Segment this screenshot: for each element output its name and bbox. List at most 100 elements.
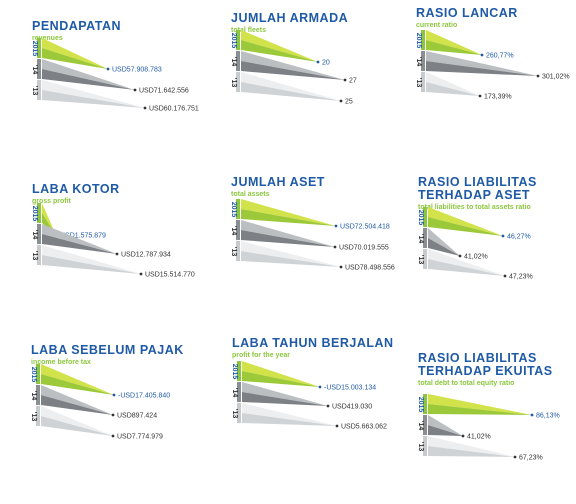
year-bar (423, 436, 427, 456)
value-label: USD57.908.783 (112, 67, 162, 74)
value-triangle-upper (41, 406, 113, 436)
value-label: USD12.787.934 (121, 252, 171, 259)
chart-title: JUMLAH ARMADA (231, 11, 349, 25)
value-triangle-lower (42, 69, 135, 90)
value-triangle-lower (41, 374, 114, 395)
value-marker (334, 224, 338, 228)
year-label: '13 (230, 78, 237, 88)
chart-plot: USD57.908.783 2015 USD71.642.556 '14 USD60.1… (31, 38, 199, 113)
value-triangle-upper (428, 394, 532, 415)
year-label: '13 (417, 442, 424, 452)
year-label: '14 (415, 57, 422, 67)
value-label: USD72.504.418 (340, 224, 390, 231)
year-label: '14 (230, 57, 237, 67)
value-label: 20 (322, 60, 330, 67)
chart-plot: 260,77% 2015 301,02% '14 173,39% '13 (415, 30, 570, 101)
value-triangle-upper (426, 30, 482, 55)
year-label: '14 (230, 226, 237, 236)
value-label: USD15.514.770 (145, 272, 195, 279)
value-label: USD7.774.979 (117, 434, 163, 441)
chart-title: RASIO LIABILITAS TERHADAP EKUITAS (418, 351, 553, 378)
year-label: 2015 (230, 202, 237, 218)
year-bar (236, 199, 240, 219)
year-bar (37, 80, 41, 100)
value-triangle-lower (42, 255, 141, 274)
value-label: USD78.498.556 (345, 265, 395, 272)
chart-subtitle: income before tax (31, 359, 91, 366)
value-label: USD1.575.879 (60, 233, 106, 240)
chart-plot: -USD15.003.134 2015 USD419.030 '14 USD5.663.… (231, 361, 387, 431)
year-label: '14 (31, 65, 38, 75)
value-triangle-upper (426, 51, 538, 76)
value-triangle-upper (41, 364, 114, 395)
chart-subtitle: revenues (32, 35, 63, 42)
chart-subtitle: total fleets (231, 27, 267, 34)
year-bar (236, 51, 240, 71)
value-marker (536, 74, 540, 78)
chart-plot: 86,13% 2015 41,02% '14 67,23% '13 (417, 394, 560, 462)
year-label: 2015 (31, 41, 38, 57)
chart-panel: LABA SEBELUM PAJAK income before tax -USD1… (30, 344, 209, 494)
chart-subtitle: gross profit (32, 198, 71, 205)
value-marker (478, 94, 482, 98)
year-bar (37, 38, 41, 58)
value-marker (335, 424, 339, 428)
year-bar (37, 59, 41, 79)
value-label: USD897.424 (117, 413, 157, 420)
year-bar (423, 394, 427, 414)
chart-title: JUMLAH ASET (231, 175, 325, 189)
year-bar (236, 72, 240, 92)
chart-panel: RASIO LANCAR current ratio 260,77% 2015 301,… (415, 7, 576, 157)
chart-panel: JUMLAH ARMADA total fleets 20 2015 27 '14 25 '1… (230, 11, 409, 162)
chart-title: LABA KOTOR (32, 182, 120, 196)
chart-plot: 20 2015 27 '14 25 '13 (230, 30, 357, 106)
year-label: '14 (417, 234, 424, 244)
value-triangle-upper (42, 59, 135, 90)
value-marker (501, 234, 505, 238)
year-label: '13 (417, 255, 424, 265)
value-label: USD5.663.062 (341, 424, 387, 431)
year-bar (37, 203, 41, 223)
value-triangle-lower (41, 395, 113, 415)
value-triangle-lower (426, 40, 482, 55)
year-label: '13 (230, 247, 237, 257)
year-bar (236, 241, 240, 261)
year-bar (236, 220, 240, 240)
value-label: 173,39% (484, 94, 512, 101)
year-bar (421, 51, 425, 71)
chart-plot: USD72.504.418 2015 USD70.019.555 '14 USD78.4… (230, 199, 395, 272)
value-label: 25 (345, 99, 353, 106)
value-label: 41,02% (464, 254, 488, 261)
year-bar (237, 382, 241, 402)
value-triangle-upper (242, 382, 328, 406)
value-label: USD60.176.751 (149, 106, 199, 113)
value-triangle-lower (426, 61, 538, 76)
year-bar (237, 361, 241, 381)
value-triangle-upper (42, 38, 108, 69)
chart-panel: PENDAPATAN revenues USD57.908.783 2015 USD71… (31, 20, 210, 170)
value-label: 27 (349, 78, 357, 85)
value-marker (503, 274, 507, 278)
chart-panel: RASIO LIABILITAS TERHADAP EKUITAS total d… (417, 351, 576, 502)
value-marker (139, 272, 143, 276)
value-triangle-lower (241, 40, 318, 62)
value-marker (339, 99, 343, 103)
value-marker (111, 413, 115, 417)
year-label: '13 (31, 251, 38, 261)
year-bar (36, 364, 40, 384)
value-triangle-upper (428, 436, 515, 457)
value-triangle-upper (428, 249, 505, 276)
chart-panel: JUMLAH ASET total assets USD72.504.418 2015… (230, 175, 409, 326)
value-triangle-upper (428, 207, 503, 236)
chart-plot: USD1.575.879 2015 USD12.787.934 '14 USD15.51… (31, 203, 195, 279)
year-label: 2015 (31, 206, 38, 222)
value-label: -USD15.003.134 (324, 385, 376, 392)
year-label: 2015 (417, 210, 424, 226)
value-triangle-upper (241, 51, 345, 80)
value-triangle-lower (241, 209, 336, 226)
value-triangle-lower (242, 413, 337, 426)
year-label: '14 (30, 391, 37, 401)
value-marker (143, 106, 147, 110)
value-triangle-upper (241, 220, 335, 247)
chart-subtitle: total debt to total equity ratio (418, 380, 515, 387)
